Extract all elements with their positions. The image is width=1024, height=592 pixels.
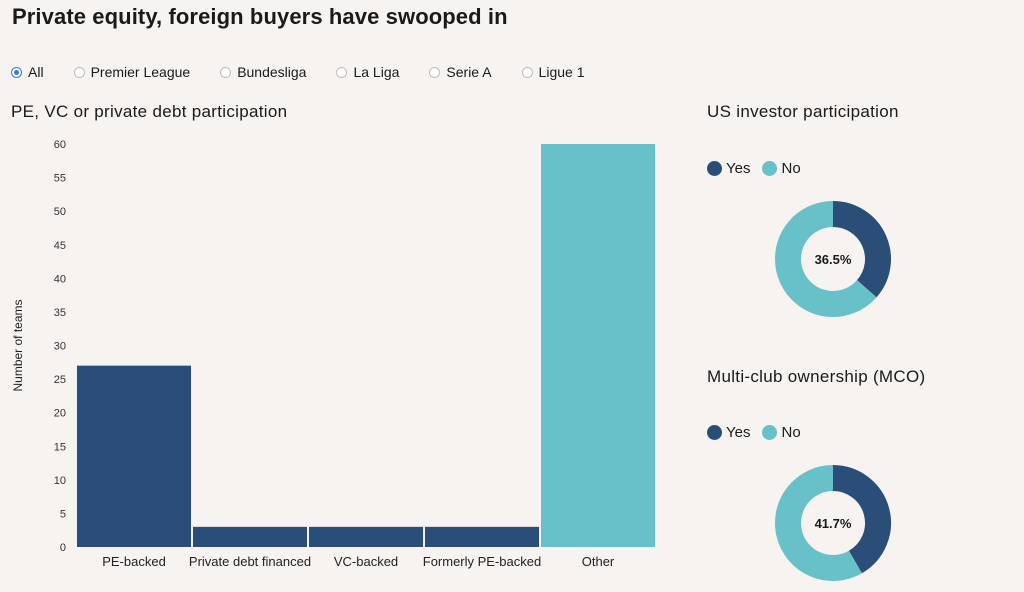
donut-slice-no (775, 201, 877, 317)
radio-icon[interactable] (73, 66, 85, 78)
filter-label: Ligue 1 (538, 64, 585, 80)
x-category-label: Private debt financed (189, 554, 311, 569)
y-tick-label: 35 (54, 307, 66, 319)
filter-premier-league[interactable]: Premier League (73, 64, 191, 80)
bar-chart-title: PE, VC or private debt participation (11, 102, 288, 121)
filter-bundesliga[interactable]: Bundesliga (220, 64, 306, 80)
legend-swatch-yes (707, 161, 722, 176)
legend-label-no: No (781, 160, 801, 177)
mco-donut: 41.7% (775, 465, 891, 581)
radio-icon[interactable] (521, 66, 533, 78)
bar (193, 526, 307, 547)
legend-swatch-yes (707, 425, 722, 440)
us-investor-legend: Yes No (707, 160, 813, 177)
legend-item-no: No (762, 424, 801, 441)
legend-swatch-no (762, 161, 778, 176)
y-tick-label: 5 (60, 508, 66, 520)
filter-label: Serie A (446, 64, 492, 80)
y-tick-label: 0 (60, 542, 66, 554)
filter-label: Bundesliga (237, 64, 307, 80)
x-category-label: VC-backed (334, 554, 398, 569)
filter-ligue-1[interactable]: Ligue 1 (521, 64, 585, 80)
bar (77, 365, 191, 547)
legend-item-yes: Yes (707, 160, 750, 177)
bar (309, 526, 423, 547)
y-tick-label: 60 (54, 139, 66, 151)
radio-selected-icon[interactable] (11, 66, 22, 78)
radio-icon[interactable] (429, 66, 441, 78)
y-tick-label: 45 (54, 240, 66, 252)
bar (541, 144, 655, 547)
page-title: Private equity, foreign buyers have swoo… (12, 4, 508, 29)
y-tick-label: 55 (54, 173, 66, 185)
us-investor-donut: 36.5% (775, 201, 891, 317)
y-tick-label: 30 (54, 341, 66, 353)
legend-item-yes: Yes (707, 424, 750, 441)
mco-legend: Yes No (707, 424, 813, 441)
mco-title: Multi-club ownership (MCO) (707, 367, 926, 386)
y-axis-title: Number of teams (11, 299, 25, 391)
y-tick-label: 50 (54, 206, 66, 218)
y-tick-label: 10 (54, 475, 66, 487)
donut-center-label: 36.5% (815, 252, 852, 267)
bar (425, 526, 539, 547)
league-filter: All Premier League Bundesliga La Liga Se… (11, 64, 614, 80)
legend-label-yes: Yes (726, 424, 751, 441)
filter-la-liga[interactable]: La Liga (336, 64, 399, 80)
x-category-label: Other (582, 554, 615, 569)
filter-serie-a[interactable]: Serie A (429, 64, 492, 80)
donut-slice-no (775, 465, 862, 581)
filter-label: Premier League (90, 64, 191, 80)
legend-swatch-no (762, 425, 778, 440)
donut-slice-yes (832, 465, 891, 574)
y-tick-label: 25 (54, 374, 66, 386)
y-tick-label: 40 (54, 273, 66, 285)
filter-label: La Liga (353, 64, 400, 80)
donut-center-label: 41.7% (815, 516, 852, 531)
legend-item-no: No (762, 160, 801, 177)
radio-icon[interactable] (336, 66, 348, 78)
x-category-label: PE-backed (102, 554, 166, 569)
legend-label-no: No (781, 424, 801, 441)
legend-label-yes: Yes (726, 160, 751, 177)
y-tick-label: 15 (54, 441, 66, 453)
bar-chart: 0 5 10 15 20 25 30 35 40 45 50 55 60 Number of teams P… (11, 139, 655, 569)
y-tick-label: 20 (54, 408, 66, 420)
filter-all[interactable]: All (11, 64, 44, 80)
x-category-label: Formerly PE-backed (423, 554, 541, 569)
us-investor-title: US investor participation (707, 102, 899, 121)
filter-label: All (28, 64, 44, 80)
donut-slice-yes (832, 201, 891, 298)
radio-icon[interactable] (220, 66, 232, 78)
